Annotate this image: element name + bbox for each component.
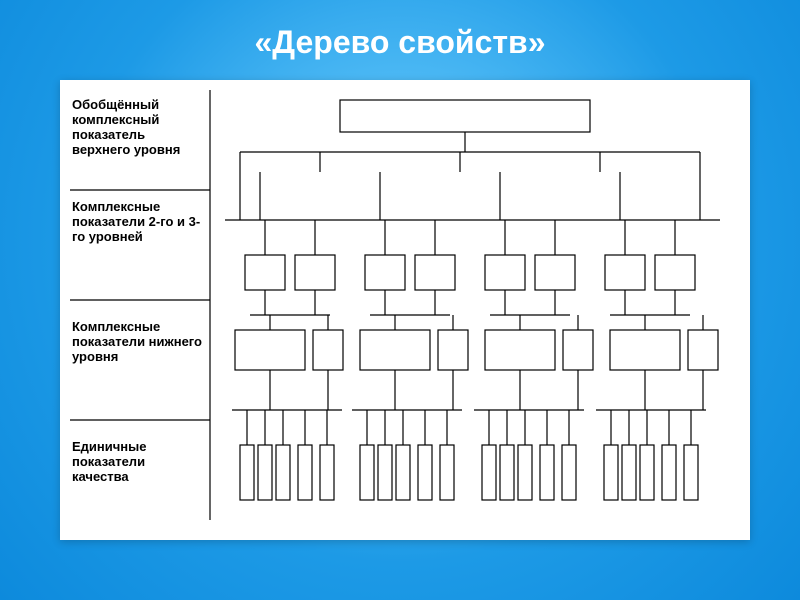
slide: «Дерево свойств» Обобщённый комплексный … xyxy=(0,0,800,600)
tree-diagram xyxy=(60,80,750,540)
diagram-panel: Обобщённый комплексный показатель верхне… xyxy=(60,80,750,540)
slide-title: «Дерево свойств» xyxy=(0,0,800,61)
